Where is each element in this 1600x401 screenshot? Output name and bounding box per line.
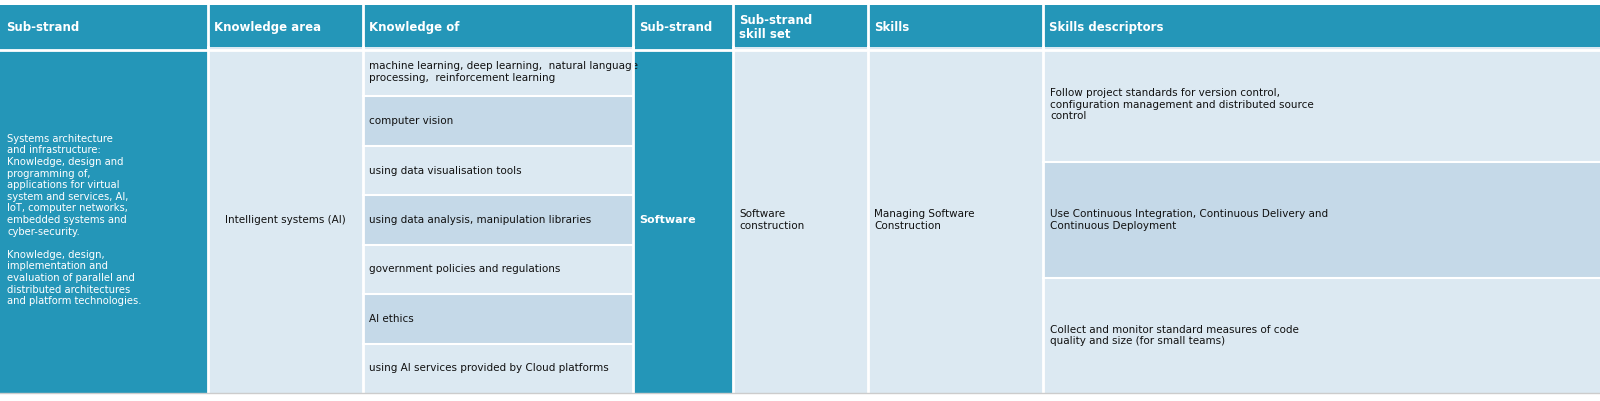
Text: using data visualisation tools: using data visualisation tools: [370, 166, 522, 176]
Text: Intelligent systems (AI): Intelligent systems (AI): [224, 215, 346, 225]
Bar: [733, 47, 867, 393]
Bar: [363, 5, 634, 50]
Text: Skills descriptors: Skills descriptors: [1050, 21, 1163, 34]
Bar: [208, 47, 363, 393]
Bar: [0, 0, 1600, 5]
Bar: [363, 47, 634, 96]
Bar: [363, 96, 634, 146]
Bar: [363, 146, 634, 195]
Bar: [0, 47, 208, 393]
Bar: [1043, 277, 1600, 393]
Bar: [634, 47, 733, 393]
Bar: [363, 294, 634, 344]
Text: Sub-strand: Sub-strand: [638, 21, 712, 34]
Text: computer vision: computer vision: [370, 116, 453, 126]
Bar: [363, 245, 634, 294]
Text: Software
construction: Software construction: [739, 209, 805, 231]
Text: Skills: Skills: [874, 21, 909, 34]
Bar: [634, 5, 733, 50]
Text: Sub-strand: Sub-strand: [6, 21, 80, 34]
Bar: [867, 5, 1043, 50]
Bar: [0, 5, 208, 50]
Bar: [1043, 5, 1600, 50]
Bar: [1043, 162, 1600, 277]
Text: using data analysis, manipulation libraries: using data analysis, manipulation librar…: [370, 215, 592, 225]
Text: Managing Software
Construction: Managing Software Construction: [874, 209, 974, 231]
Text: Collect and monitor standard measures of code
quality and size (for small teams): Collect and monitor standard measures of…: [1050, 324, 1299, 346]
Text: using AI services provided by Cloud platforms: using AI services provided by Cloud plat…: [370, 363, 608, 373]
Text: Software: Software: [638, 215, 696, 225]
Text: Knowledge of: Knowledge of: [370, 21, 459, 34]
Text: Sub-strand
skill set: Sub-strand skill set: [739, 14, 813, 41]
Text: Follow project standards for version control,
configuration management and distr: Follow project standards for version con…: [1050, 88, 1314, 121]
Text: Systems architecture
and infrastructure:
Knowledge, design and
programming of,
a: Systems architecture and infrastructure:…: [6, 134, 141, 306]
Text: machine learning, deep learning,  natural language
processing,  reinforcement le: machine learning, deep learning, natural…: [370, 61, 638, 83]
Bar: [867, 47, 1043, 393]
Text: government policies and regulations: government policies and regulations: [370, 264, 560, 274]
Bar: [208, 5, 363, 50]
Bar: [363, 344, 634, 393]
Text: Use Continuous Integration, Continuous Delivery and
Continuous Deployment: Use Continuous Integration, Continuous D…: [1050, 209, 1328, 231]
Text: AI ethics: AI ethics: [370, 314, 414, 324]
Text: Knowledge area: Knowledge area: [214, 21, 322, 34]
Bar: [363, 195, 634, 245]
Bar: [733, 5, 867, 50]
Bar: [1043, 47, 1600, 162]
